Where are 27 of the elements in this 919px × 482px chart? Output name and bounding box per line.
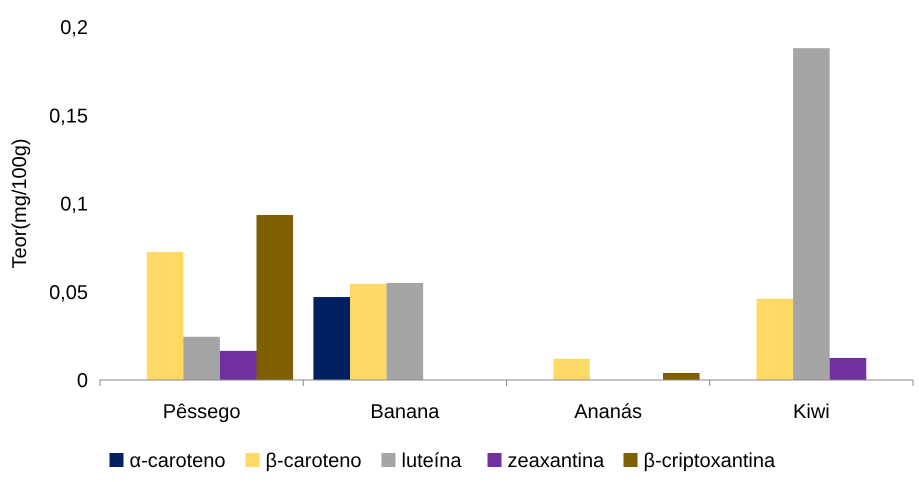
legend-label: zeaxantina (508, 450, 606, 472)
bar (146, 252, 184, 380)
bar (220, 350, 256, 380)
bar (256, 214, 294, 380)
bar (756, 298, 794, 380)
x-tick-label: Kiwi (793, 401, 830, 423)
y-tick-label: 0,1 (60, 194, 88, 216)
x-tick-label: Ananás (574, 401, 642, 423)
y-axis-title: Teor(mg/100g) (9, 138, 31, 269)
bar (553, 358, 590, 380)
y-tick-label: 0,2 (60, 17, 88, 39)
y-tick-label: 0,15 (49, 105, 88, 128)
bar (386, 282, 424, 380)
y-tick-label: 0 (76, 370, 88, 392)
x-tick-label: Banana (370, 401, 440, 423)
bar (793, 48, 830, 380)
bar (313, 297, 350, 380)
legend-label: luteína (402, 450, 462, 472)
x-tick-label: Pêssego (162, 401, 241, 423)
legend-label: β-caroteno (266, 450, 362, 472)
legend-label: α-caroteno (130, 450, 226, 472)
bar (350, 284, 387, 380)
bar (663, 372, 700, 380)
bar (830, 358, 866, 380)
y-tick-label: 0,05 (49, 282, 88, 304)
bar (183, 336, 220, 380)
legend-label: β-criptoxantina (644, 450, 776, 472)
